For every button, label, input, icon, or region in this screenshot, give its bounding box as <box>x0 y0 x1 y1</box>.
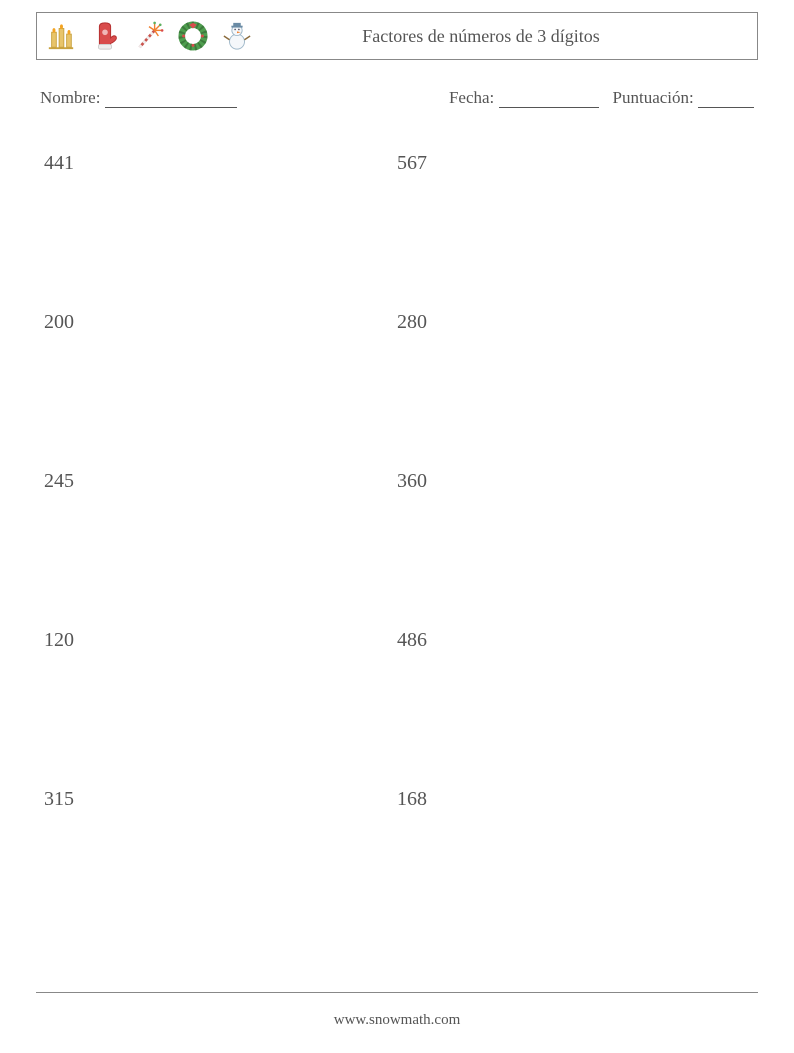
date-blank[interactable] <box>499 90 599 108</box>
problem-row: 120 486 <box>44 629 750 652</box>
info-row: Nombre: Fecha: Puntuación: <box>36 88 758 108</box>
problem-number: 441 <box>44 152 397 175</box>
header-icons <box>45 20 253 52</box>
score-blank[interactable] <box>698 90 754 108</box>
problem-number: 315 <box>44 788 397 811</box>
problem-row: 441 567 <box>44 152 750 175</box>
name-blank[interactable] <box>105 90 237 108</box>
problem-number: 168 <box>397 788 750 811</box>
candles-icon <box>45 20 77 52</box>
score-label: Puntuación: <box>613 88 694 107</box>
footer-url: www.snowmath.com <box>0 1012 794 1029</box>
mitten-icon <box>89 20 121 52</box>
problem-row: 315 168 <box>44 788 750 811</box>
problem-row: 200 280 <box>44 311 750 334</box>
name-label: Nombre: <box>40 88 100 107</box>
problem-row: 245 360 <box>44 470 750 493</box>
wreath-icon <box>177 20 209 52</box>
problem-number: 360 <box>397 470 750 493</box>
problem-number: 245 <box>44 470 397 493</box>
date-field: Fecha: <box>449 88 599 108</box>
worksheet-page: Factores de números de 3 dígitos Nombre:… <box>0 0 794 811</box>
problem-number: 280 <box>397 311 750 334</box>
name-field: Nombre: <box>40 88 449 108</box>
header-box: Factores de números de 3 dígitos <box>36 12 758 60</box>
problem-number: 486 <box>397 629 750 652</box>
snowman-icon <box>221 20 253 52</box>
date-label: Fecha: <box>449 88 494 107</box>
firework-icon <box>133 20 165 52</box>
footer-divider <box>36 992 758 993</box>
score-field: Puntuación: <box>613 88 754 108</box>
problems-grid: 441 567 200 280 245 360 120 486 315 168 <box>36 152 758 811</box>
problem-number: 200 <box>44 311 397 334</box>
problem-number: 567 <box>397 152 750 175</box>
problem-number: 120 <box>44 629 397 652</box>
worksheet-title: Factores de números de 3 dígitos <box>253 26 749 47</box>
